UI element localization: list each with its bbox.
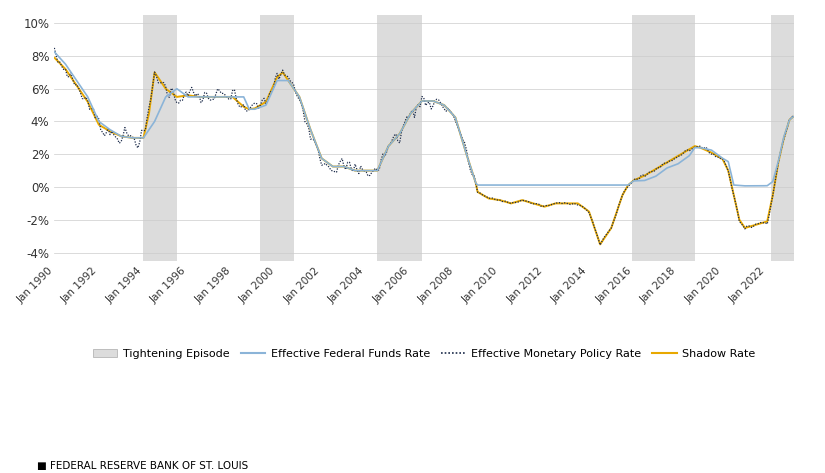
- Bar: [632, 15, 695, 261]
- Bar: [377, 15, 422, 261]
- Legend: Tightening Episode, Effective Federal Funds Rate, Effective Monetary Policy Rate: Tightening Episode, Effective Federal Fu…: [88, 344, 760, 363]
- Bar: [261, 15, 294, 261]
- Bar: [771, 15, 794, 261]
- Text: ■ FEDERAL RESERVE BANK OF ST. LOUIS: ■ FEDERAL RESERVE BANK OF ST. LOUIS: [37, 461, 248, 471]
- Bar: [144, 15, 177, 261]
